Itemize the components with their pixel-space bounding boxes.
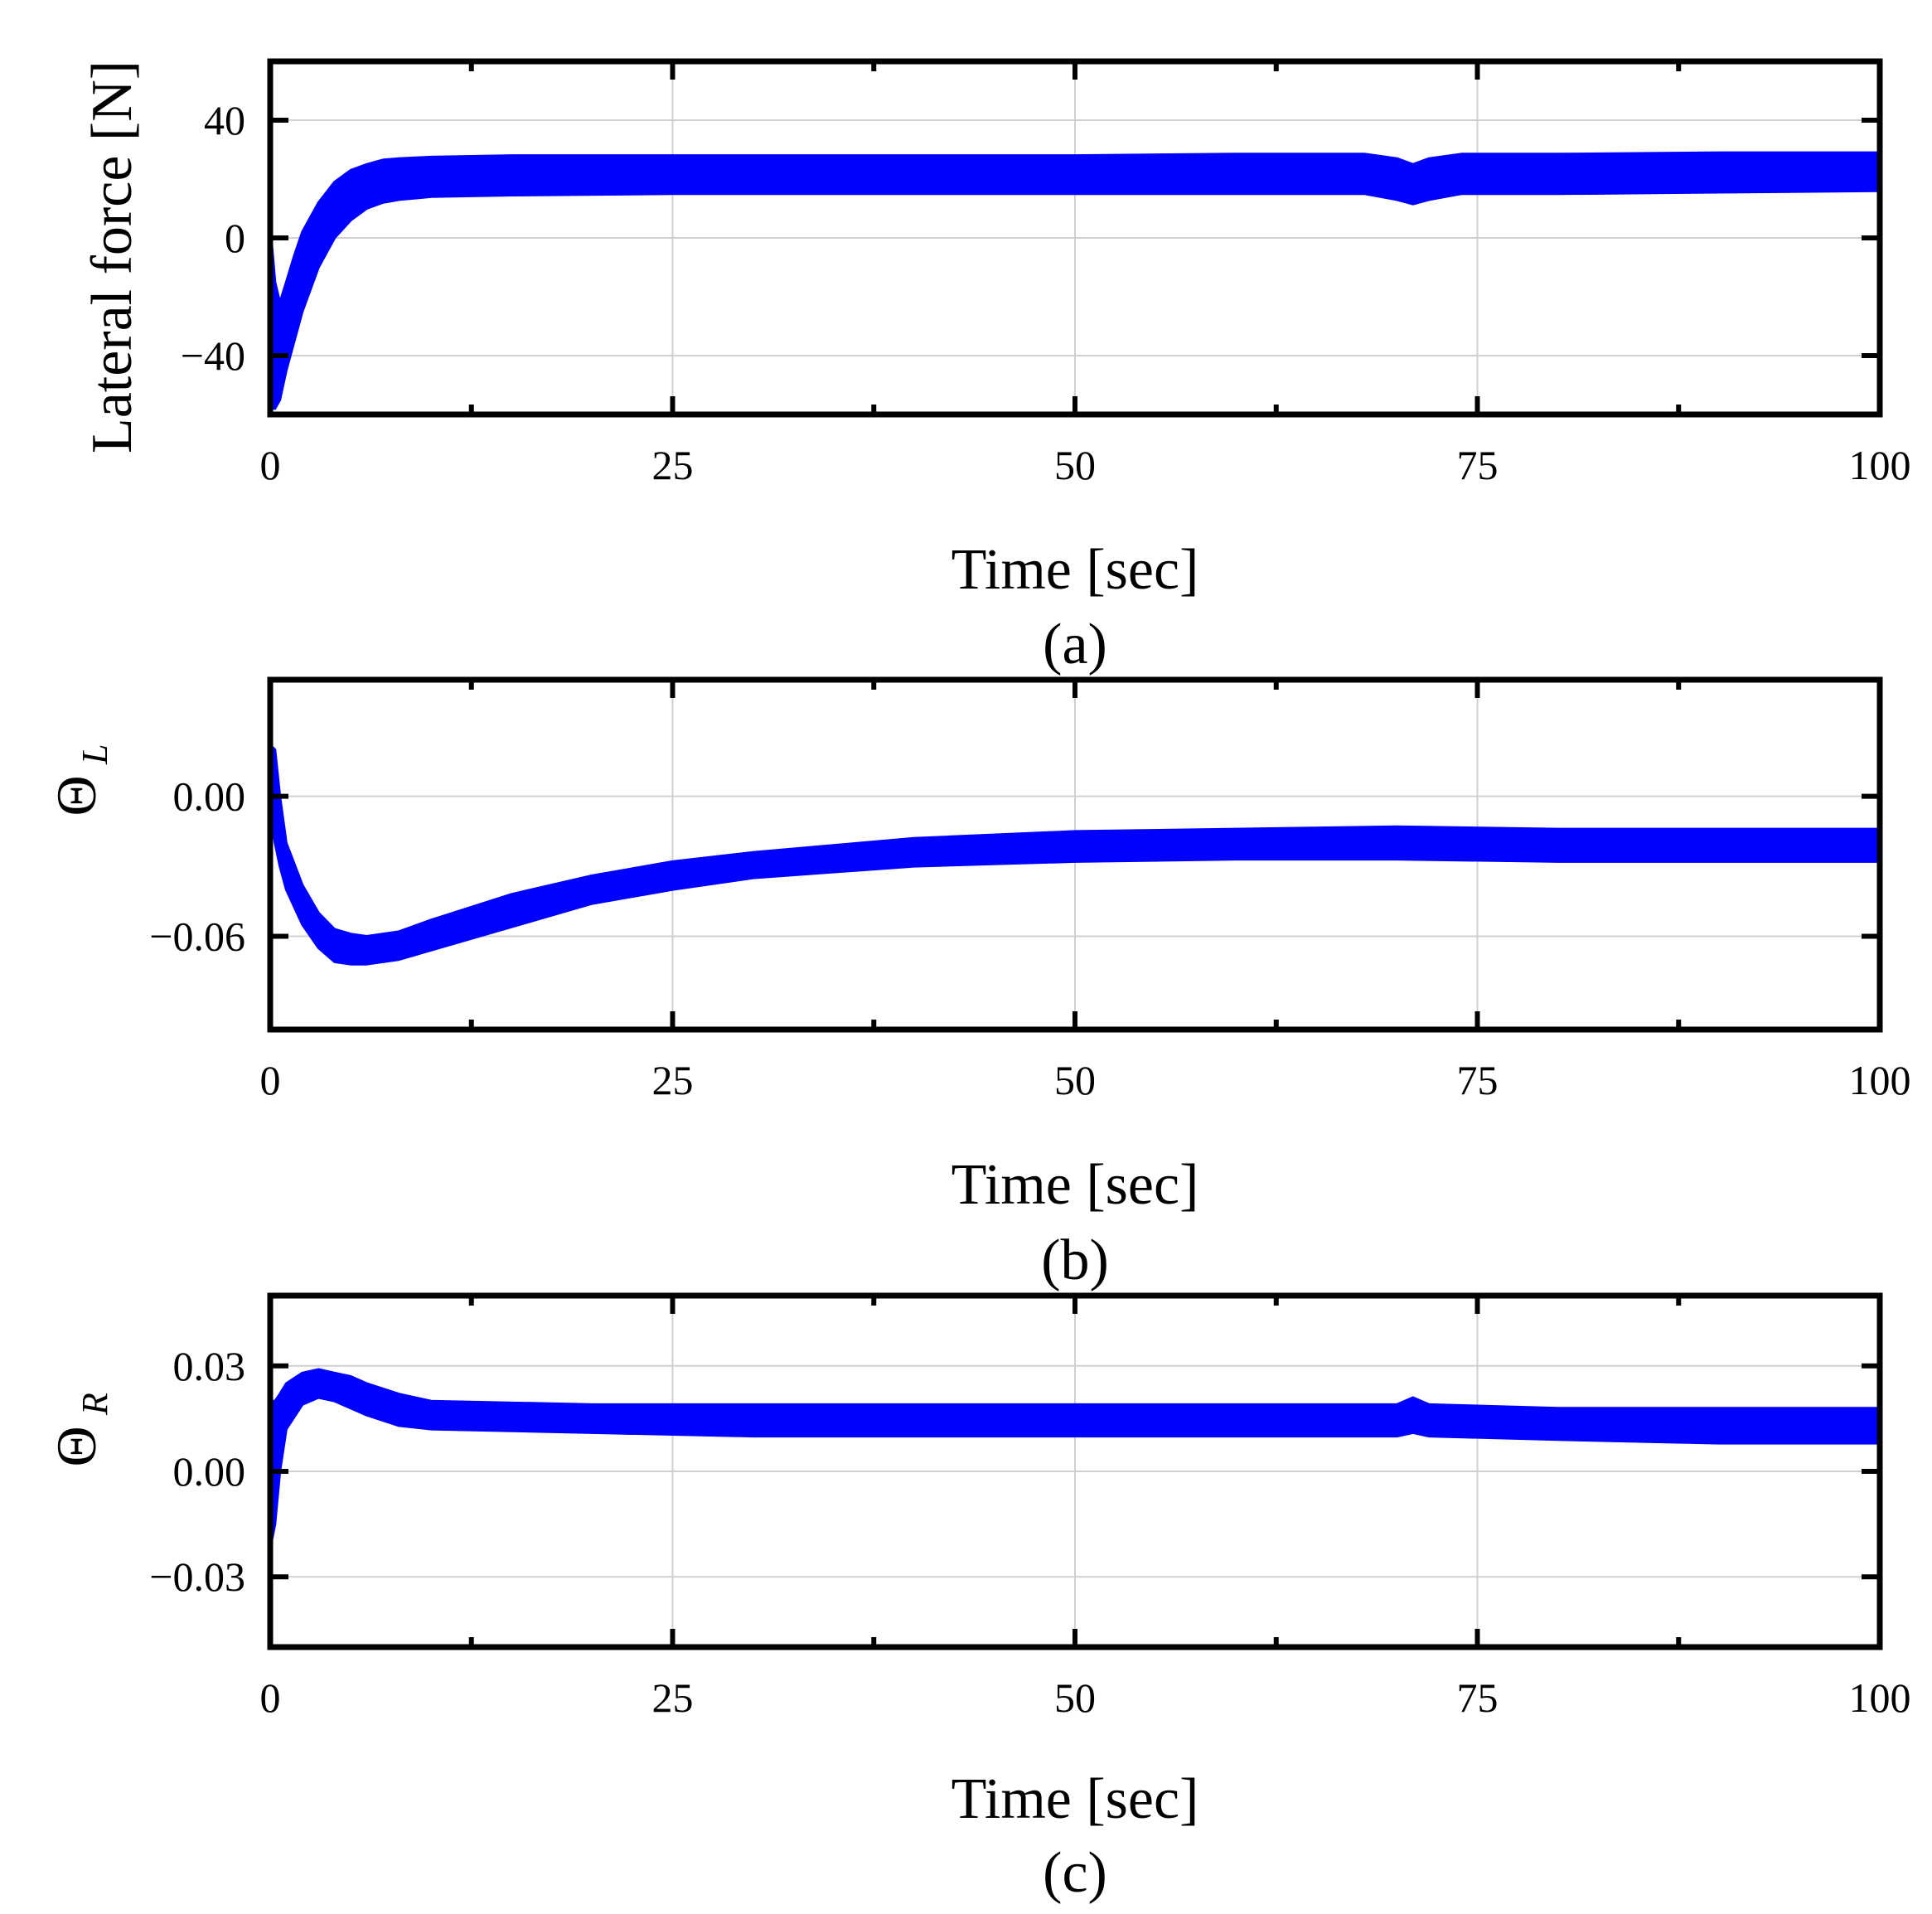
y-tick-label: −40 [181, 332, 245, 379]
panel-a-y-tick-labels: −40 0 40 [181, 97, 245, 379]
x-tick-label: 0 [260, 442, 281, 488]
y-axis-title-symbol: Θ [45, 775, 108, 816]
panel-c-ticks [268, 1296, 1882, 1647]
panel-c-grid [270, 1296, 1880, 1647]
y-axis-title-subscript: R [75, 1393, 115, 1416]
series-band [270, 1368, 1880, 1550]
x-tick-label: 0 [260, 1674, 281, 1721]
x-tick-label: 75 [1457, 1057, 1499, 1103]
panel-label: (a) [1043, 613, 1107, 676]
x-tick-label: 75 [1457, 442, 1499, 488]
y-tick-label: 0.00 [173, 773, 246, 820]
x-axis-title: Time [sec] [951, 538, 1199, 602]
panel-b-ticks [268, 680, 1882, 1030]
y-axis-title: Θ R [45, 1393, 115, 1467]
panel-label: (b) [1041, 1228, 1109, 1292]
panel-a-x-tick-labels: 0 25 50 75 100 [260, 442, 1911, 488]
y-axis-title: Θ L [45, 744, 115, 816]
x-tick-label: 100 [1849, 1674, 1911, 1721]
panel-c: 0 25 50 75 100 −0.03 0.00 0.03 Time [sec… [45, 1292, 1911, 1905]
panel-label: (c) [1043, 1841, 1107, 1905]
y-tick-label: 0.03 [173, 1343, 246, 1389]
panel-b-grid [270, 680, 1880, 1030]
panel-a: 0 25 50 75 100 −40 0 40 Time [sec] (a) L… [80, 58, 1911, 676]
panel-c-series [270, 1368, 1880, 1550]
y-tick-label: 0.00 [173, 1448, 246, 1495]
panel-b-x-tick-labels: 0 25 50 75 100 [260, 1057, 1911, 1103]
series-band [270, 151, 1880, 410]
panel-c-y-tick-labels: −0.03 0.00 0.03 [149, 1343, 245, 1600]
x-tick-label: 25 [652, 1674, 694, 1721]
x-tick-label: 50 [1054, 1057, 1096, 1103]
y-tick-label: 40 [204, 97, 245, 143]
y-axis-title-symbol: Θ [45, 1426, 108, 1466]
y-axis-title: Lateral force [N] [80, 61, 144, 453]
panel-b: 0 25 50 75 100 −0.06 0.00 Time [sec] (b)… [45, 676, 1911, 1292]
x-tick-label: 75 [1457, 1674, 1499, 1721]
x-tick-label: 25 [652, 1057, 694, 1103]
x-tick-label: 50 [1054, 1674, 1096, 1721]
panel-a-ticks [268, 61, 1882, 414]
y-tick-label: −0.03 [149, 1553, 245, 1600]
x-tick-label: 100 [1849, 442, 1911, 488]
panel-c-x-tick-labels: 0 25 50 75 100 [260, 1674, 1911, 1721]
y-axis-title-subscript: L [75, 744, 115, 765]
panel-b-y-tick-labels: −0.06 0.00 [149, 773, 245, 960]
x-axis-title: Time [sec] [951, 1767, 1199, 1831]
panel-a-grid [270, 61, 1880, 414]
panel-b-series [270, 744, 1880, 966]
y-tick-label: 0 [225, 215, 245, 261]
series-band [270, 744, 1880, 966]
x-tick-label: 100 [1849, 1057, 1911, 1103]
x-tick-label: 50 [1054, 442, 1096, 488]
x-axis-title: Time [sec] [951, 1153, 1199, 1217]
x-tick-label: 25 [652, 442, 694, 488]
x-tick-label: 0 [260, 1057, 281, 1103]
y-tick-label: −0.06 [149, 913, 245, 959]
panel-a-series [270, 151, 1880, 410]
